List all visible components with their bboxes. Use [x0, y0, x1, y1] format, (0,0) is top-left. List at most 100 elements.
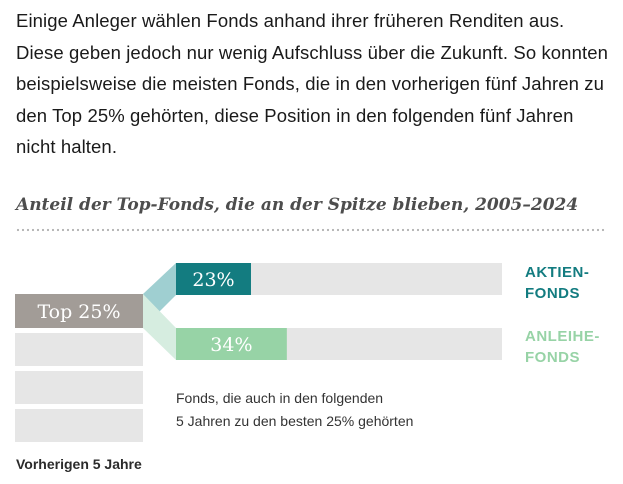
divider-dot	[391, 228, 395, 232]
divider-dot	[96, 228, 100, 232]
divider-dot	[131, 228, 135, 232]
divider-dot	[51, 228, 55, 232]
divider-dot	[441, 228, 445, 232]
divider-dot	[406, 228, 410, 232]
divider-dot	[431, 228, 435, 232]
annotation-line-2: 5 Jahren zu den besten 25% gehörten	[176, 413, 413, 429]
divider-dot	[106, 228, 110, 232]
divider-dot	[461, 228, 465, 232]
divider-dot	[56, 228, 60, 232]
divider-dot	[531, 228, 535, 232]
divider-dot	[266, 228, 270, 232]
divider-dot	[281, 228, 285, 232]
anleihe-value-label: 34%	[210, 334, 252, 356]
divider-dot	[456, 228, 460, 232]
aktien-category-label-2: FONDS	[525, 285, 580, 302]
anleihe-category-label: ANLEIHE-	[525, 328, 600, 345]
divider-dot	[231, 228, 235, 232]
divider-dot	[471, 228, 475, 232]
divider-dot	[501, 228, 505, 232]
divider-dot	[111, 228, 115, 232]
divider-dot	[86, 228, 90, 232]
intro-text: Einige Anleger wählen Fonds anhand ihrer…	[16, 10, 608, 157]
divider-dot	[436, 228, 440, 232]
divider-dot	[586, 228, 590, 232]
divider-dot	[91, 228, 95, 232]
aktien-category-label: AKTIEN-	[525, 264, 589, 281]
divider-dot	[186, 228, 190, 232]
divider-dot	[166, 228, 170, 232]
divider-dot	[31, 228, 35, 232]
divider-dot	[206, 228, 210, 232]
divider-dot	[481, 228, 485, 232]
divider-dot	[116, 228, 120, 232]
divider-dot	[511, 228, 515, 232]
divider-dot	[386, 228, 390, 232]
divider-dot	[596, 228, 600, 232]
divider-dot	[356, 228, 360, 232]
divider-dot	[526, 228, 530, 232]
chart-title: Anteil der Top-Fonds, die an der Spitze …	[16, 195, 579, 215]
divider-dot	[121, 228, 125, 232]
divider-dot	[561, 228, 565, 232]
annotation-line-1: Fonds, die auch in den folgenden	[176, 390, 383, 406]
divider-dot	[566, 228, 570, 232]
quartile-box-2	[15, 333, 143, 366]
divider-dot	[216, 228, 220, 232]
aktien-bar	[176, 263, 251, 295]
divider-dot	[41, 228, 45, 232]
anleihe-bar	[176, 328, 287, 360]
divider-dot	[146, 228, 150, 232]
divider-dot	[551, 228, 555, 232]
divider-dot	[401, 228, 405, 232]
divider-dot	[451, 228, 455, 232]
divider-dot	[556, 228, 560, 232]
divider-dot	[21, 228, 25, 232]
divider-dot	[506, 228, 510, 232]
divider-dot	[326, 228, 330, 232]
divider-dot	[381, 228, 385, 232]
divider-dot	[351, 228, 355, 232]
divider-dot	[16, 228, 20, 232]
divider-dot	[366, 228, 370, 232]
divider-dot	[201, 228, 205, 232]
quartile-box-3	[15, 371, 143, 404]
divider-dot	[161, 228, 165, 232]
divider-dot	[251, 228, 255, 232]
divider-dot	[336, 228, 340, 232]
divider-dot	[496, 228, 500, 232]
divider-dot	[376, 228, 380, 232]
divider-dot	[536, 228, 540, 232]
divider-dot	[466, 228, 470, 232]
divider-dot	[66, 228, 70, 232]
divider-dot	[426, 228, 430, 232]
divider-dot	[81, 228, 85, 232]
divider-dot	[396, 228, 400, 232]
divider-dot	[341, 228, 345, 232]
divider-dot	[271, 228, 275, 232]
divider-dot	[521, 228, 525, 232]
divider-dot	[256, 228, 260, 232]
divider-dot	[591, 228, 595, 232]
divider-dot	[196, 228, 200, 232]
dotted-divider	[16, 228, 605, 232]
divider-dot	[46, 228, 50, 232]
divider-dot	[541, 228, 545, 232]
divider-dot	[221, 228, 225, 232]
divider-dot	[36, 228, 40, 232]
divider-dot	[286, 228, 290, 232]
divider-dot	[321, 228, 325, 232]
divider-dot	[331, 228, 335, 232]
divider-dot	[371, 228, 375, 232]
divider-dot	[411, 228, 415, 232]
divider-dot	[246, 228, 250, 232]
source-caption: Vorherigen 5 Jahre	[16, 456, 142, 472]
divider-dot	[136, 228, 140, 232]
quartile-box-4	[15, 409, 143, 442]
divider-dot	[71, 228, 75, 232]
divider-dot	[421, 228, 425, 232]
divider-dot	[476, 228, 480, 232]
divider-dot	[486, 228, 490, 232]
divider-dot	[76, 228, 80, 232]
